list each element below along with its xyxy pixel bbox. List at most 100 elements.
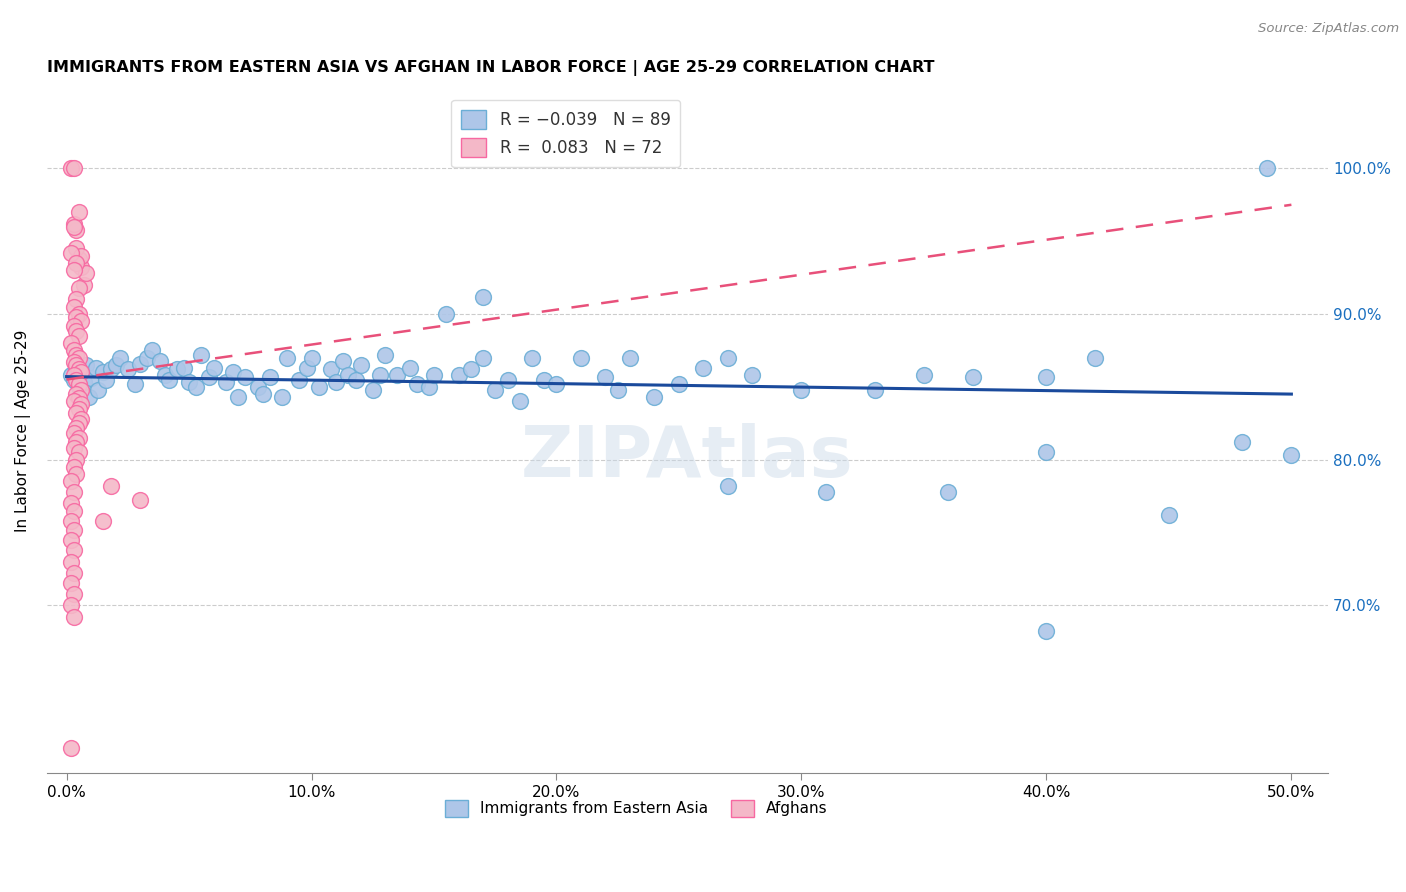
- Point: [235, 369, 257, 384]
- Point: [60, 161, 83, 176]
- Point: [741, 368, 763, 383]
- Point: [63, 263, 86, 277]
- Point: [80, 371, 103, 385]
- Point: [65, 452, 87, 467]
- Point: [692, 360, 714, 375]
- Point: [215, 376, 238, 390]
- Point: [110, 351, 132, 365]
- Point: [65, 435, 87, 450]
- Point: [308, 380, 330, 394]
- Point: [569, 351, 592, 365]
- Point: [70, 412, 93, 426]
- Point: [332, 353, 354, 368]
- Point: [423, 368, 446, 383]
- Point: [87, 383, 110, 397]
- Point: [73, 376, 96, 390]
- Point: [472, 351, 495, 365]
- Point: [70, 314, 93, 328]
- Point: [63, 300, 86, 314]
- Y-axis label: In Labor Force | Age 25-29: In Labor Force | Age 25-29: [15, 329, 31, 532]
- Point: [65, 387, 87, 401]
- Point: [153, 368, 176, 383]
- Point: [1035, 369, 1057, 384]
- Point: [67, 401, 90, 416]
- Point: [1084, 351, 1107, 365]
- Point: [1232, 435, 1254, 450]
- Point: [65, 348, 87, 362]
- Point: [643, 390, 665, 404]
- Point: [75, 266, 97, 280]
- Point: [136, 351, 159, 365]
- Point: [129, 493, 152, 508]
- Point: [63, 343, 86, 358]
- Point: [63, 610, 86, 624]
- Point: [226, 390, 249, 404]
- Point: [472, 289, 495, 303]
- Point: [1157, 508, 1180, 522]
- Point: [75, 358, 97, 372]
- Point: [63, 426, 86, 441]
- Point: [1279, 448, 1302, 462]
- Point: [63, 586, 86, 600]
- Point: [63, 219, 86, 234]
- Point: [63, 523, 86, 537]
- Point: [63, 566, 86, 581]
- Point: [67, 392, 90, 406]
- Point: [141, 343, 163, 358]
- Point: [65, 420, 87, 434]
- Text: IMMIGRANTS FROM EASTERN ASIA VS AFGHAN IN LABOR FORCE | AGE 25-29 CORRELATION CH: IMMIGRANTS FROM EASTERN ASIA VS AFGHAN I…: [46, 60, 935, 76]
- Point: [717, 479, 740, 493]
- Point: [70, 368, 93, 383]
- Point: [1256, 161, 1278, 176]
- Point: [67, 380, 90, 394]
- Point: [91, 514, 114, 528]
- Point: [63, 161, 86, 176]
- Point: [67, 281, 90, 295]
- Point: [65, 242, 87, 256]
- Point: [60, 475, 83, 489]
- Point: [349, 358, 371, 372]
- Point: [70, 397, 93, 411]
- Point: [60, 514, 83, 528]
- Point: [63, 441, 86, 455]
- Point: [606, 383, 628, 397]
- Point: [67, 416, 90, 430]
- Point: [63, 318, 86, 333]
- Point: [60, 533, 83, 547]
- Point: [202, 360, 225, 375]
- Point: [100, 479, 122, 493]
- Point: [938, 484, 960, 499]
- Point: [447, 368, 470, 383]
- Point: [67, 351, 90, 365]
- Point: [104, 358, 127, 372]
- Point: [67, 329, 90, 343]
- Point: [361, 383, 384, 397]
- Point: [509, 394, 531, 409]
- Point: [60, 555, 83, 569]
- Point: [65, 293, 87, 307]
- Point: [546, 376, 568, 391]
- Point: [67, 445, 90, 459]
- Point: [418, 380, 440, 394]
- Point: [67, 362, 90, 376]
- Point: [77, 390, 100, 404]
- Point: [405, 376, 427, 391]
- Point: [276, 351, 298, 365]
- Point: [60, 741, 83, 756]
- Point: [166, 362, 188, 376]
- Point: [790, 383, 813, 397]
- Point: [374, 348, 396, 362]
- Point: [496, 372, 519, 386]
- Point: [668, 376, 690, 391]
- Point: [814, 484, 837, 499]
- Point: [70, 249, 93, 263]
- Point: [252, 387, 274, 401]
- Point: [65, 358, 87, 372]
- Point: [259, 369, 281, 384]
- Point: [65, 362, 87, 376]
- Point: [63, 503, 86, 517]
- Point: [484, 383, 506, 397]
- Point: [63, 372, 86, 386]
- Point: [197, 369, 219, 384]
- Point: [63, 543, 86, 558]
